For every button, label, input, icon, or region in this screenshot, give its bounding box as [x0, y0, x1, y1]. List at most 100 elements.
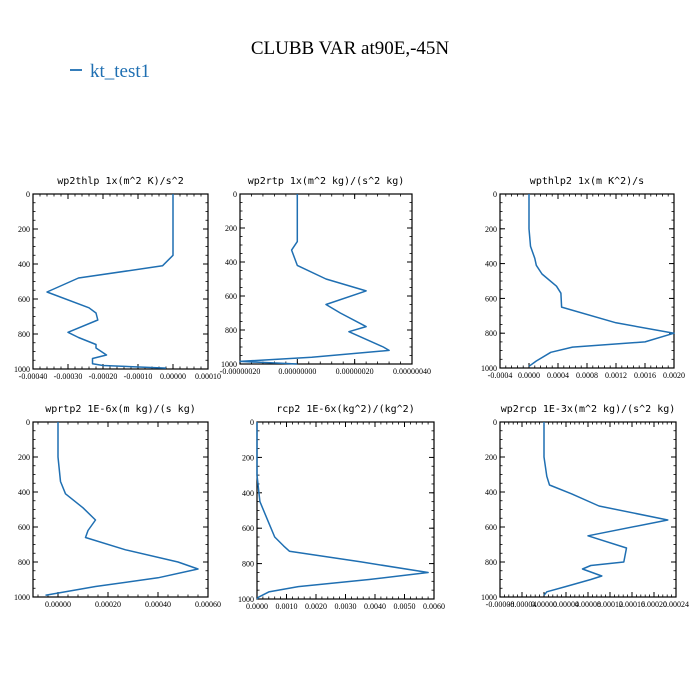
- panels: wp2thlp 1x(m^2 K)/s^202004006008001000-0…: [14, 176, 689, 611]
- series-line: [45, 422, 199, 597]
- y-tick-label: 600: [485, 523, 497, 532]
- y-tick-label: 800: [485, 329, 497, 338]
- y-tick-label: 400: [242, 489, 254, 498]
- x-tick-label: -0.00004: [508, 600, 537, 609]
- x-tick-label: -0.00008: [486, 600, 515, 609]
- series-line: [239, 194, 390, 365]
- x-tick-label: 0.00060: [195, 600, 221, 609]
- x-tick-label: 0.00040: [145, 600, 171, 609]
- y-tick-label: 1000: [481, 364, 497, 373]
- x-tick-label: 0.0030: [335, 602, 357, 611]
- y-tick-label: 1000: [238, 595, 254, 604]
- y-tick-label: 0: [26, 418, 30, 427]
- plot-frame: [32, 421, 209, 598]
- x-tick-label: 0.0010: [276, 602, 298, 611]
- y-tick-label: 0: [493, 418, 497, 427]
- panel-6: wp2rcp 1E-3x(m^2 kg)/(s^2 kg) 0 200 400 600 8…: [481, 404, 689, 609]
- series-line: [46, 194, 174, 369]
- x-tick-label: 0.00000: [531, 600, 557, 609]
- y-tick-label: 600: [18, 295, 30, 304]
- y-tick-label: 800: [225, 326, 237, 335]
- panel-title: wp2rcp 1E-3x(m^2 kg)/(s^2 kg): [501, 404, 676, 415]
- x-tick-label: 0.00016: [619, 600, 645, 609]
- x-tick-label: -0.00030: [54, 372, 83, 381]
- figure-title: CLUBB VAR at90E,-45N: [251, 38, 450, 59]
- y-tick-label: 600: [242, 524, 254, 533]
- panel-2: wp2rtp 1x(m^2 kg)/(s^2 kg) 0 200 400 600 800 1…: [220, 176, 431, 376]
- panel-title: wprtp2 1E-6x(m kg)/(s kg): [45, 404, 196, 415]
- legend: kt_test1: [70, 61, 150, 82]
- x-tick-label: 0.0040: [364, 602, 386, 611]
- x-tick-label: 0.0016: [634, 371, 656, 380]
- x-tick-label: 0.0060: [423, 602, 445, 611]
- x-tick-label: 0.0050: [394, 602, 416, 611]
- y-tick-label: 800: [18, 330, 30, 339]
- x-tick-label: 0.00012: [597, 600, 623, 609]
- x-tick-label: 0.0000: [246, 602, 268, 611]
- panel-title: wpthlp2 1x(m K^2)/s: [530, 176, 644, 187]
- y-tick-label: 600: [18, 523, 30, 532]
- y-tick-label: 400: [485, 260, 497, 269]
- y-tick-label: 800: [18, 558, 30, 567]
- x-tick-label: 0.0020: [305, 602, 327, 611]
- x-tick-label: 0.00000: [160, 372, 186, 381]
- x-tick-label: 0.0004: [547, 371, 569, 380]
- y-tick-label: 800: [485, 558, 497, 567]
- y-tick-label: 400: [485, 488, 497, 497]
- y-tick-label: 0: [26, 190, 30, 199]
- x-tick-label: -0.00000020: [220, 367, 261, 376]
- y-tick-label: 600: [225, 292, 237, 301]
- x-tick-label: -0.00040: [19, 372, 48, 381]
- x-tick-label: 0.00000000: [278, 367, 316, 376]
- panel-4: wprtp2 1E-6x(m kg)/(s kg) 0 200 400 600 800 10…: [14, 404, 221, 609]
- x-tick-label: 0.00000020: [336, 367, 374, 376]
- x-tick-label: -0.0004: [488, 371, 513, 380]
- y-tick-label: 1000: [14, 593, 30, 602]
- panel-3: wpthlp2 1x(m K^2)/s 0 200 400 600 800 1000-0.0…: [481, 176, 685, 380]
- x-tick-label: 0.00004: [553, 600, 579, 609]
- plot-frame: [32, 193, 209, 370]
- y-tick-label: 400: [225, 258, 237, 267]
- x-tick-label: 0.00000: [45, 600, 71, 609]
- plot-frame: [256, 421, 435, 600]
- x-tick-label: 0.00024: [663, 600, 689, 609]
- x-tick-label: -0.00010: [124, 372, 153, 381]
- x-tick-label: 0.00000040: [393, 367, 431, 376]
- y-tick-label: 0: [233, 190, 237, 199]
- x-tick-label: -0.00020: [89, 372, 118, 381]
- x-tick-label: 0.00008: [575, 600, 601, 609]
- y-tick-label: 200: [18, 225, 30, 234]
- y-tick-label: 200: [485, 453, 497, 462]
- x-tick-label: 0.00010: [195, 372, 221, 381]
- x-tick-label: 0.0000: [518, 371, 540, 380]
- y-tick-label: 1000: [14, 365, 30, 374]
- plot-frame: [499, 193, 675, 369]
- x-tick-label: 0.00020: [95, 600, 121, 609]
- y-tick-label: 400: [18, 260, 30, 269]
- panel-5: rcp2 1E-6x(kg^2)/(kg^2) 0 200 400 600 800 1000…: [238, 404, 445, 611]
- x-tick-label: 0.00020: [641, 600, 667, 609]
- y-tick-label: 1000: [481, 593, 497, 602]
- series-line: [543, 422, 669, 596]
- legend-label: kt_test1: [90, 61, 150, 82]
- panel-title: rcp2 1E-6x(kg^2)/(kg^2): [276, 404, 414, 415]
- panel-title: wp2thlp 1x(m^2 K)/s^2: [57, 176, 183, 187]
- x-tick-label: 0.0008: [576, 371, 598, 380]
- y-tick-label: 200: [242, 453, 254, 462]
- series-line: [528, 194, 675, 367]
- y-tick-label: 0: [493, 190, 497, 199]
- x-tick-label: 0.0020: [663, 371, 685, 380]
- y-tick-label: 800: [242, 560, 254, 569]
- y-tick-label: 200: [18, 453, 30, 462]
- y-tick-label: 200: [225, 224, 237, 233]
- panel-1: wp2thlp 1x(m^2 K)/s^202004006008001000-0…: [14, 176, 221, 381]
- y-tick-label: 1000: [221, 360, 237, 369]
- y-tick-label: 0: [250, 418, 254, 427]
- y-tick-label: 200: [485, 225, 497, 234]
- y-tick-label: 600: [485, 294, 497, 303]
- series-line: [256, 422, 429, 600]
- panel-title: wp2rtp 1x(m^2 kg)/(s^2 kg): [248, 176, 405, 187]
- y-tick-label: 400: [18, 488, 30, 497]
- x-tick-label: 0.0012: [605, 371, 627, 380]
